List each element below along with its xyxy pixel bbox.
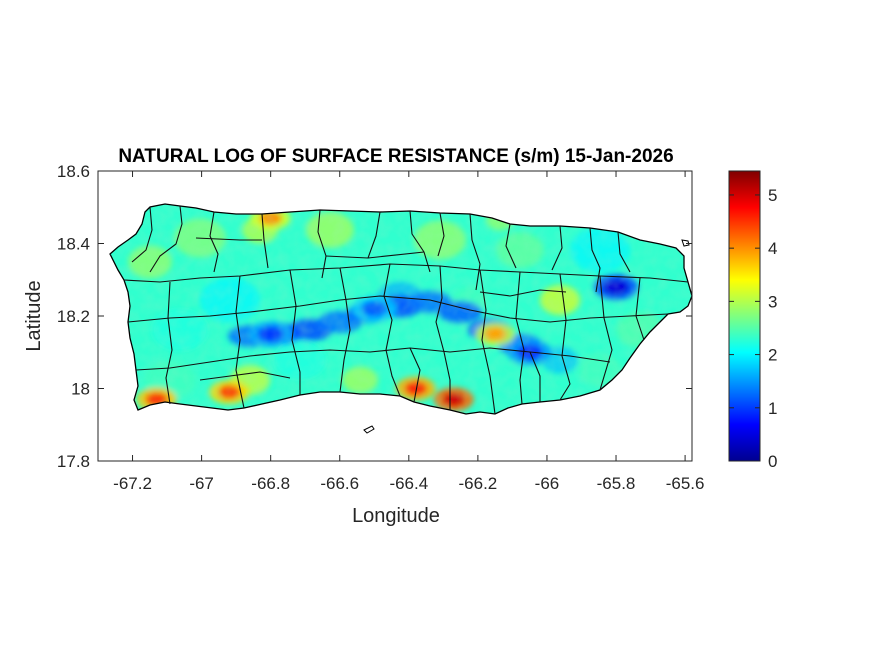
colorbar-ticks: 0 1 2 3 4 5 — [729, 186, 777, 471]
municipality-border — [123, 263, 689, 283]
municipality-border — [261, 213, 269, 269]
municipality-border — [617, 231, 631, 273]
municipality-border — [165, 281, 173, 405]
x-axis: -67.2 -67 -66.8 -66.6 -66.4 -66.2 -66 -65.8 -65.… — [113, 171, 704, 493]
colorbar-tick-label: 0 — [768, 452, 777, 471]
municipality-border — [289, 269, 301, 395]
municipality-border — [235, 275, 245, 409]
municipality-border — [529, 351, 541, 402]
colorbar-tick-label: 4 — [768, 239, 777, 258]
y-tick-label: 18 — [71, 380, 90, 399]
x-tick-label: -66.8 — [251, 474, 290, 493]
municipality-border — [149, 205, 183, 273]
municipality-border — [339, 267, 351, 393]
colorbar — [728, 170, 761, 462]
municipality-border — [195, 237, 262, 241]
y-tick-label: 17.8 — [57, 452, 90, 471]
municipality-border — [437, 212, 445, 257]
municipality-border — [589, 227, 601, 293]
municipality-border — [505, 223, 517, 269]
x-tick-label: -65.8 — [597, 474, 636, 493]
x-tick-label: -67 — [189, 474, 214, 493]
y-axis: 17.8 18 18.2 18.4 18.6 — [57, 162, 692, 471]
municipality-border — [367, 211, 381, 259]
x-tick-label: -66 — [535, 474, 560, 493]
municipality-border — [479, 289, 567, 297]
municipality-borders — [123, 205, 689, 415]
y-tick-label: 18.4 — [57, 235, 90, 254]
municipality-border — [317, 209, 327, 279]
x-axis-label: Longitude — [352, 505, 440, 527]
municipality-border — [559, 273, 571, 401]
municipality-border — [435, 265, 451, 410]
chart-title: NATURAL LOG OF SURFACE RESISTANCE (s/m) … — [118, 146, 673, 167]
municipality-border — [551, 225, 563, 271]
x-tick-label: -65.6 — [666, 474, 705, 493]
municipality-border — [469, 213, 481, 291]
municipality-border — [479, 269, 496, 415]
heatmap-field — [110, 204, 692, 414]
y-tick-label: 18.6 — [57, 162, 90, 181]
x-tick-label: -67.2 — [113, 474, 152, 493]
municipality-border — [409, 210, 431, 273]
municipality-border — [131, 206, 153, 263]
municipality-border — [325, 251, 425, 259]
colorbar-tick-label: 2 — [768, 346, 777, 365]
municipality-border — [635, 277, 645, 341]
y-axis-label: Latitude — [23, 280, 45, 351]
x-tick-label: -66.2 — [459, 474, 498, 493]
y-tick-label: 18.2 — [57, 307, 90, 326]
x-tick-label: -66.6 — [320, 474, 359, 493]
x-tick-label: -66.4 — [389, 474, 428, 493]
islet — [681, 239, 690, 247]
colorbar-tick-label: 1 — [768, 399, 777, 418]
municipality-border — [127, 295, 669, 323]
colorbar-tick-label: 5 — [768, 186, 777, 205]
municipality-border — [209, 211, 219, 273]
islet — [363, 425, 375, 434]
colorbar-tick-label: 3 — [768, 292, 777, 311]
municipality-border — [515, 271, 525, 405]
municipality-border — [409, 347, 421, 403]
municipality-border — [599, 275, 613, 391]
municipality-border — [199, 371, 291, 381]
municipality-border — [383, 263, 401, 397]
